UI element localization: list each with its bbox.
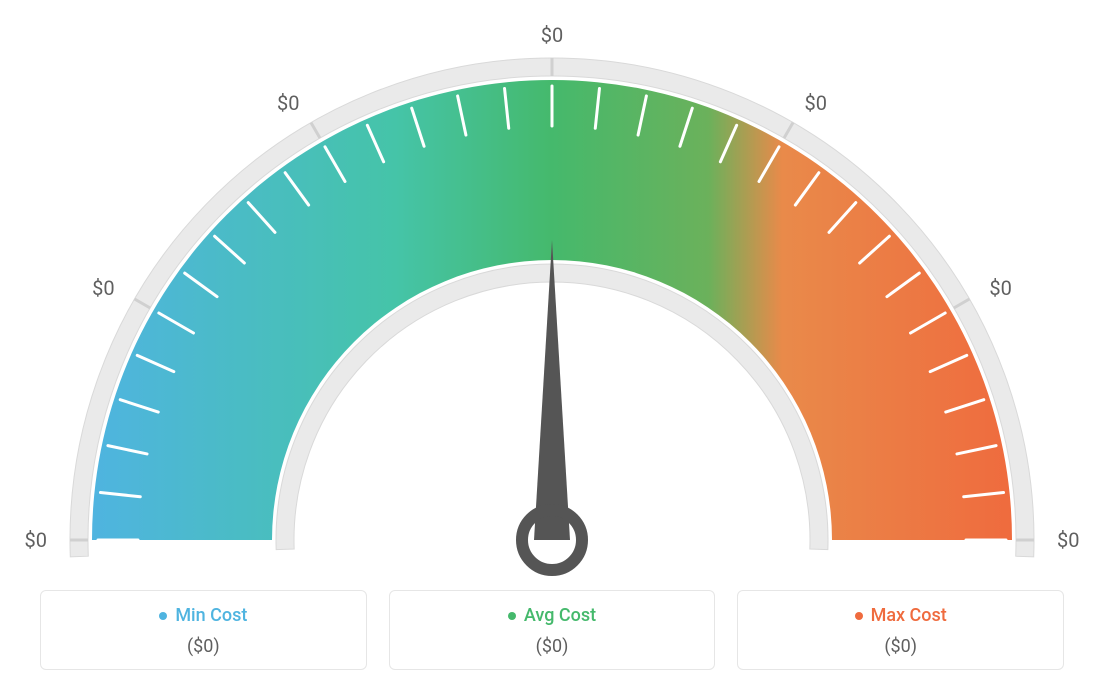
legend-avg-title: Avg Cost xyxy=(508,605,596,626)
legend-min-title: Min Cost xyxy=(159,605,247,626)
legend-avg-label: Avg Cost xyxy=(524,605,596,626)
legend-avg-value: ($0) xyxy=(400,636,705,657)
legend-avg: Avg Cost ($0) xyxy=(389,590,716,671)
gauge-svg xyxy=(32,10,1072,580)
gauge-tick-label: $0 xyxy=(541,23,563,47)
legend-max-value: ($0) xyxy=(748,636,1053,657)
legend-min: Min Cost ($0) xyxy=(40,590,367,671)
gauge-tick-label: $0 xyxy=(92,276,114,300)
gauge-tick-label: $0 xyxy=(805,91,827,115)
legend-min-label: Min Cost xyxy=(175,605,247,626)
legend-max-dot xyxy=(855,612,863,620)
gauge-tick-label: $0 xyxy=(989,276,1011,300)
legend-min-dot xyxy=(159,612,167,620)
legend-min-value: ($0) xyxy=(51,636,356,657)
gauge-tick-label: $0 xyxy=(277,91,299,115)
gauge-container: $0$0$0$0$0$0$0 xyxy=(32,10,1072,570)
legend-max-label: Max Cost xyxy=(871,605,947,626)
legend-max: Max Cost ($0) xyxy=(737,590,1064,671)
gauge-tick-label: $0 xyxy=(1057,528,1079,552)
legend-row: Min Cost ($0) Avg Cost ($0) Max Cost ($0… xyxy=(40,590,1064,671)
gauge-tick-label: $0 xyxy=(25,528,47,552)
legend-max-title: Max Cost xyxy=(855,605,947,626)
legend-avg-dot xyxy=(508,612,516,620)
